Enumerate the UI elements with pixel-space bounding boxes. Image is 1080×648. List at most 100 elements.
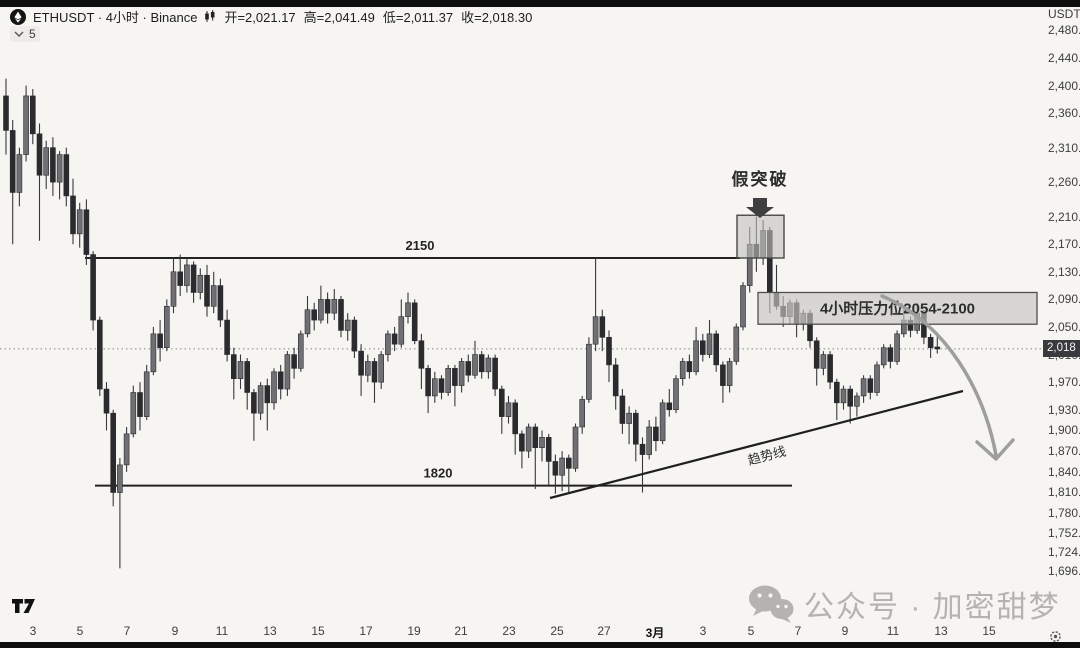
candle-body [56,154,63,183]
candle-body [231,354,237,379]
price-tick: 2,310. [1048,140,1080,155]
candle-body [673,378,679,411]
projection-arrow-curve[interactable] [880,294,998,457]
price-tick: 1,810. [1048,485,1080,500]
candle-body [525,426,532,452]
candle-body [123,433,130,466]
candle-body [458,361,465,386]
candle-body [371,361,378,383]
time-tick: 5 [76,624,84,638]
pressure-zone-box[interactable] [757,291,1038,325]
candle-body [3,95,9,131]
time-tick: 11 [886,624,900,638]
candle-body [659,402,666,442]
candle-body [344,319,351,331]
time-tick: 5 [747,624,755,638]
candle-body [291,354,297,369]
candle-body [726,361,733,386]
candle-body [539,437,545,448]
candle-body [184,264,190,286]
chevron-down-icon[interactable] [14,31,24,37]
candle-body [16,154,23,193]
candle-body [927,337,934,348]
candle-body [720,364,726,386]
level-label-2150: 2150 [406,238,435,253]
candle-body [693,340,699,373]
candle-body [110,412,116,493]
candle-body [833,381,840,404]
candle-body [23,95,29,155]
candle-body [592,316,599,345]
time-tick: 13 [263,624,277,638]
time-tick: 3 [29,624,37,638]
candle-body [612,364,619,397]
price-tick: 2,360. [1048,106,1080,121]
time-tick: 3 [699,624,707,638]
candle-body [391,333,398,345]
candle-body [117,464,123,493]
price-tick: 2,170. [1048,237,1080,252]
candle-body [210,285,217,307]
candle-body [519,433,525,452]
indicator-row[interactable]: 5 [10,26,40,42]
candle-body [237,361,244,379]
candle-body [9,130,16,193]
candle-body [713,333,720,366]
candle-body [97,319,103,390]
candle-body [452,368,458,386]
candle-body [686,361,693,373]
candle-body [706,333,713,355]
ohlc-low: 低=2,011.37 [382,10,454,25]
tradingview-logo[interactable] [12,598,36,615]
candle-body [217,285,224,321]
candle-body [867,378,874,393]
symbol-title[interactable]: ETHUSDT · 4小时 · Binance [33,10,198,25]
candle-body [572,426,579,469]
candle-body [324,299,331,314]
candle-body [552,461,559,476]
time-tick: 21 [454,624,468,638]
time-tick: 7 [794,624,802,638]
candle-body [244,361,250,393]
candle-body [532,426,539,448]
candle-body [679,361,686,379]
down-block-arrow[interactable] [746,198,774,218]
time-tick: 3月 [645,626,665,640]
candle-body [164,305,170,348]
candle-body [465,361,472,376]
candle-body [579,399,586,428]
candle-body [405,302,411,317]
candle-body [606,337,612,366]
candle-body [639,443,646,455]
time-tick: 27 [597,624,611,638]
last-price-badge: 2,018 [1043,340,1080,358]
candle-body [385,333,391,355]
candle-body [311,309,318,321]
price-tick: 2,260. [1048,175,1080,190]
time-axis[interactable]: 3 5 7 9 11 13 15 17 19 21 23 25 27 3月 3 5 7 9 11 13 15 [0,624,1042,642]
candle-body [358,350,364,376]
candle-style-icon[interactable] [204,10,216,23]
axis-settings-gear-icon[interactable] [1048,629,1063,644]
candle-body [351,319,358,352]
candle-body [257,385,264,414]
candle-body [438,378,445,393]
candle-body [431,378,438,397]
chart-header: ETHUSDT · 4小时 · Binance 开=2,021.17 高=2,0… [10,7,532,26]
trend-line[interactable] [549,389,964,500]
candle-body [840,388,847,404]
candle-body [478,354,485,373]
pressure-zone-label: 4小时压力位2054-2100 [820,299,975,317]
candle-body [177,271,183,286]
price-tick: 1,900. [1048,423,1080,438]
candle-body [304,309,311,335]
candle-body [934,346,941,350]
fake-breakout-box[interactable] [736,214,785,259]
candle-body [880,347,887,366]
price-axis[interactable]: USDT 2,018 2,480. 2,440. 2,400. 2,360. 2,310… [1042,0,1080,648]
candle-body [411,302,418,342]
candle-body [485,357,492,373]
candle-body [137,392,143,417]
level-label-1820: 1820 [424,466,453,481]
